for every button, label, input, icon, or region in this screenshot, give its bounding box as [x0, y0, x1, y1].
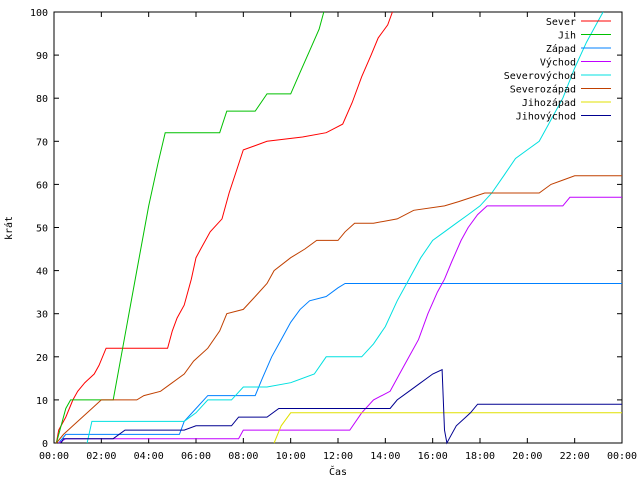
- series-line-3: [58, 283, 622, 444]
- x-tick-label: 22:00: [560, 451, 590, 462]
- x-tick-label: 06:00: [181, 451, 211, 462]
- series-line-7: [273, 412, 622, 444]
- x-tick-label: 20:00: [512, 451, 542, 462]
- axis-ticks: 00:00 02:00 04:00 06:00 08:00 10:00 12:00 14:00…: [30, 8, 637, 462]
- legend-label: Jih: [558, 31, 576, 42]
- y-axis-title: krát: [3, 216, 15, 240]
- x-tick-label: 16:00: [418, 451, 448, 462]
- legend-label: Západ: [546, 43, 576, 55]
- series-layer: [55, 11, 622, 445]
- y-tick-label: 80: [36, 94, 48, 105]
- y-tick-label: 100: [30, 8, 48, 19]
- y-tick-label: 20: [36, 353, 48, 364]
- y-tick-label: 90: [36, 51, 48, 62]
- x-tick-label: 04:00: [134, 451, 164, 462]
- y-tick-label: 50: [36, 224, 48, 235]
- series-line-4: [58, 196, 622, 444]
- legend-label: Jihozápad: [522, 97, 576, 109]
- legend-label: Severozápad: [510, 84, 576, 96]
- x-tick-label: 00:00: [39, 451, 69, 462]
- series-line-2: [55, 11, 325, 444]
- x-axis-title: Čas: [329, 465, 347, 478]
- y-tick-label: 30: [36, 310, 48, 321]
- y-tick-label: 40: [36, 267, 48, 278]
- y-tick-label: 60: [36, 180, 48, 191]
- x-tick-label: 18:00: [465, 451, 495, 462]
- series-line-1: [55, 11, 393, 444]
- x-tick-label: 08:00: [228, 451, 258, 462]
- legend-label: Severovýchod: [504, 70, 576, 82]
- legend-label: Východ: [540, 57, 576, 69]
- legend-label: Sever: [546, 17, 576, 28]
- x-tick-label: 14:00: [370, 451, 400, 462]
- series-line-5: [86, 11, 604, 444]
- y-tick-label: 10: [36, 396, 48, 407]
- x-tick-label: 12:00: [323, 451, 353, 462]
- x-tick-label: 10:00: [276, 451, 306, 462]
- series-line-6: [56, 175, 622, 444]
- series-line-8: [60, 368, 622, 445]
- y-tick-label: 70: [36, 137, 48, 148]
- y-tick-label: 0: [42, 439, 48, 450]
- x-tick-label: 02:00: [86, 451, 116, 462]
- legend-label: Jihovýchod: [516, 111, 576, 123]
- x-tick-label: 00:00: [607, 451, 637, 462]
